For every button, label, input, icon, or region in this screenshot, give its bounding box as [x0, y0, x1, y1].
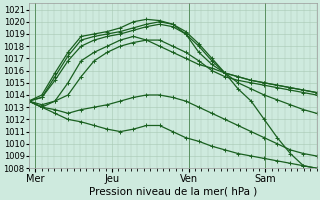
X-axis label: Pression niveau de la mer( hPa ): Pression niveau de la mer( hPa ): [89, 187, 257, 197]
